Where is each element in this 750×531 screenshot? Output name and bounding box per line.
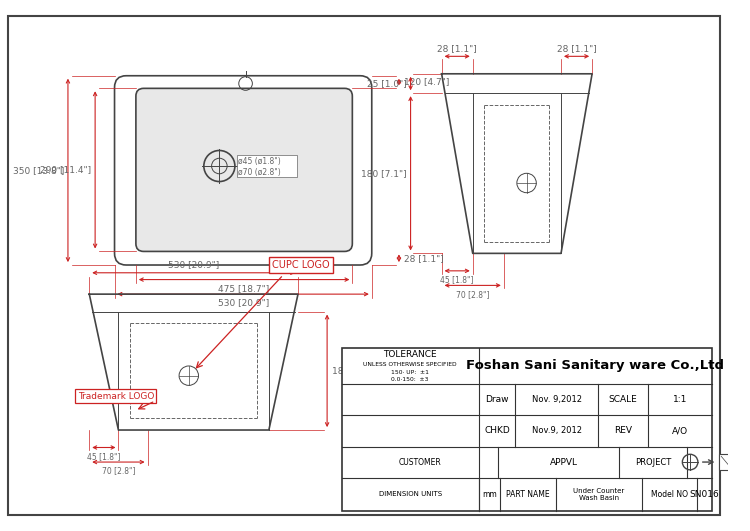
Bar	[719, 455, 733, 470]
Text: 28 [1.1"]: 28 [1.1"]	[404, 254, 443, 263]
Text: TOLERANCE: TOLERANCE	[383, 350, 437, 359]
Text: SN016: SN016	[690, 490, 719, 499]
Text: 150· UP:  ±1: 150· UP: ±1	[391, 370, 429, 375]
Text: REV: REV	[614, 426, 632, 435]
Text: 120 [4.7"]: 120 [4.7"]	[404, 78, 449, 87]
Text: 0.0·150:  ±3: 0.0·150: ±3	[392, 377, 429, 382]
Text: Nov. 9,2012: Nov. 9,2012	[532, 396, 582, 405]
Text: Draw: Draw	[485, 396, 508, 405]
Text: CUSTOMER: CUSTOMER	[398, 458, 441, 467]
Text: CUPC LOGO: CUPC LOGO	[272, 260, 330, 270]
FancyBboxPatch shape	[136, 88, 352, 251]
Text: 45 [1.8"]: 45 [1.8"]	[87, 452, 121, 461]
Text: 28 [1.1"]: 28 [1.1"]	[437, 44, 477, 53]
Text: 530 [20.9"]: 530 [20.9"]	[168, 261, 219, 270]
Text: Under Counter
Wash Basin: Under Counter Wash Basin	[573, 487, 625, 501]
Text: 70 [2.8"]: 70 [2.8"]	[102, 466, 135, 475]
Text: 180 [7.1"]: 180 [7.1"]	[332, 366, 377, 375]
FancyBboxPatch shape	[115, 76, 372, 265]
Text: DIMENSION UNITS: DIMENSION UNITS	[379, 491, 442, 497]
Text: 350 [13.8"]: 350 [13.8"]	[13, 166, 64, 175]
Text: PROJECT: PROJECT	[635, 458, 671, 467]
Text: 28 [1.1"]: 28 [1.1"]	[556, 44, 596, 53]
Text: ø70 (ø2.8"): ø70 (ø2.8")	[238, 168, 280, 177]
Text: Nov.9, 2012: Nov.9, 2012	[532, 426, 582, 435]
Text: APPVL: APPVL	[550, 458, 578, 467]
Text: 1:1: 1:1	[674, 396, 688, 405]
Text: mm: mm	[482, 490, 496, 499]
Text: 180 [7.1"]: 180 [7.1"]	[361, 169, 407, 178]
Text: 475 [18.7"]: 475 [18.7"]	[218, 284, 270, 293]
Text: 70 [2.8"]: 70 [2.8"]	[456, 289, 490, 298]
Bar	[342, 347, 712, 511]
Text: PART NAME: PART NAME	[506, 490, 550, 499]
Text: ø45 (ø1.8"): ø45 (ø1.8")	[238, 157, 280, 166]
Text: 530 [20.9"]: 530 [20.9"]	[217, 298, 268, 307]
Text: 25 [1.0"]: 25 [1.0"]	[367, 79, 407, 88]
Text: UNLESS OTHERWISE SPECIFIED: UNLESS OTHERWISE SPECIFIED	[363, 362, 457, 366]
Text: CHKD: CHKD	[484, 426, 510, 435]
Bar	[237, 156, 297, 177]
Text: Foshan Sani Sanitary ware Co.,Ltd: Foshan Sani Sanitary ware Co.,Ltd	[466, 359, 724, 372]
Text: 290 [11.4"]: 290 [11.4"]	[40, 165, 92, 174]
Text: A/O: A/O	[672, 426, 688, 435]
Text: Trademark LOGO: Trademark LOGO	[78, 391, 154, 400]
Text: Model NO: Model NO	[651, 490, 688, 499]
Text: 45 [1.8"]: 45 [1.8"]	[440, 275, 474, 284]
Text: SCALE: SCALE	[609, 396, 638, 405]
